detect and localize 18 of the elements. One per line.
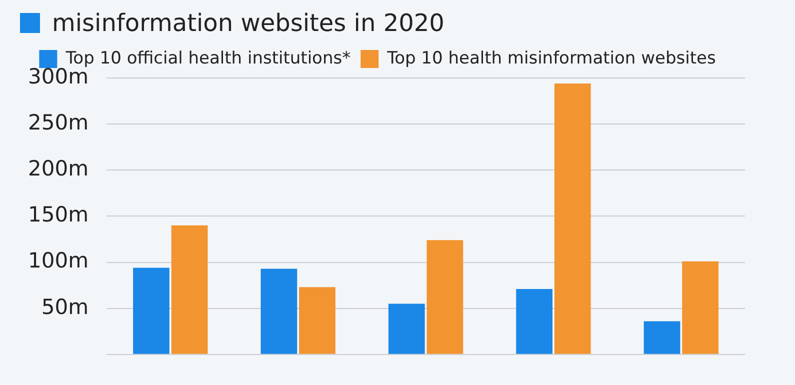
legend-label: Top 10 health misinformation websites bbox=[386, 48, 716, 68]
y-tick-label: 100m bbox=[28, 248, 89, 273]
bar bbox=[516, 288, 553, 354]
y-tick-label: 50m bbox=[41, 294, 89, 319]
bar bbox=[682, 261, 719, 354]
bar bbox=[426, 240, 464, 354]
y-tick-label: 250m bbox=[28, 110, 89, 135]
bar bbox=[260, 268, 298, 354]
bar bbox=[299, 287, 336, 354]
y-tick-label: 200m bbox=[28, 156, 89, 181]
bar bbox=[171, 225, 208, 354]
legend-label: Top 10 official health institutions* bbox=[64, 48, 351, 68]
bar bbox=[388, 304, 425, 354]
bar bbox=[554, 84, 591, 354]
chart-title: misinformation websites in 2020 bbox=[52, 9, 444, 37]
bar bbox=[644, 321, 680, 354]
y-tick-label: 150m bbox=[28, 202, 89, 227]
bar bbox=[133, 268, 170, 354]
